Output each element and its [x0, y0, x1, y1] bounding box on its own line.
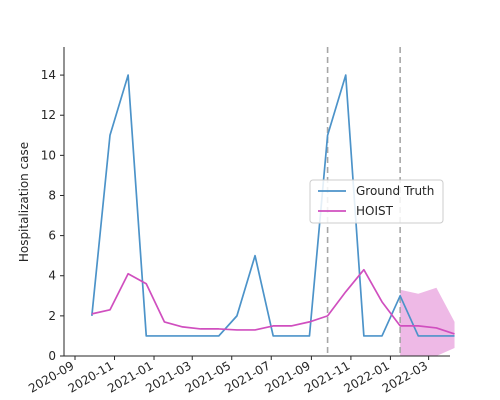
y-tick-label-8: 8 — [48, 188, 56, 202]
y-tick-label-6: 6 — [48, 229, 56, 243]
y-tick-label-12: 12 — [41, 108, 56, 122]
y-tick-label-0: 0 — [48, 349, 56, 363]
legend-label-hoist: HOIST — [356, 204, 394, 218]
y-tick-label-14: 14 — [41, 68, 56, 82]
uncertainty-band-layer — [400, 288, 454, 356]
y-tick-label-10: 10 — [41, 148, 56, 162]
y-tick-label-4: 4 — [48, 269, 56, 283]
y-tick-label-2: 2 — [48, 309, 56, 323]
y-axis-label: Hospitalization case — [17, 142, 31, 262]
uncertainty-band — [400, 288, 454, 356]
legend: Ground Truth HOIST — [310, 180, 443, 223]
legend-label-ground-truth: Ground Truth — [356, 184, 434, 198]
